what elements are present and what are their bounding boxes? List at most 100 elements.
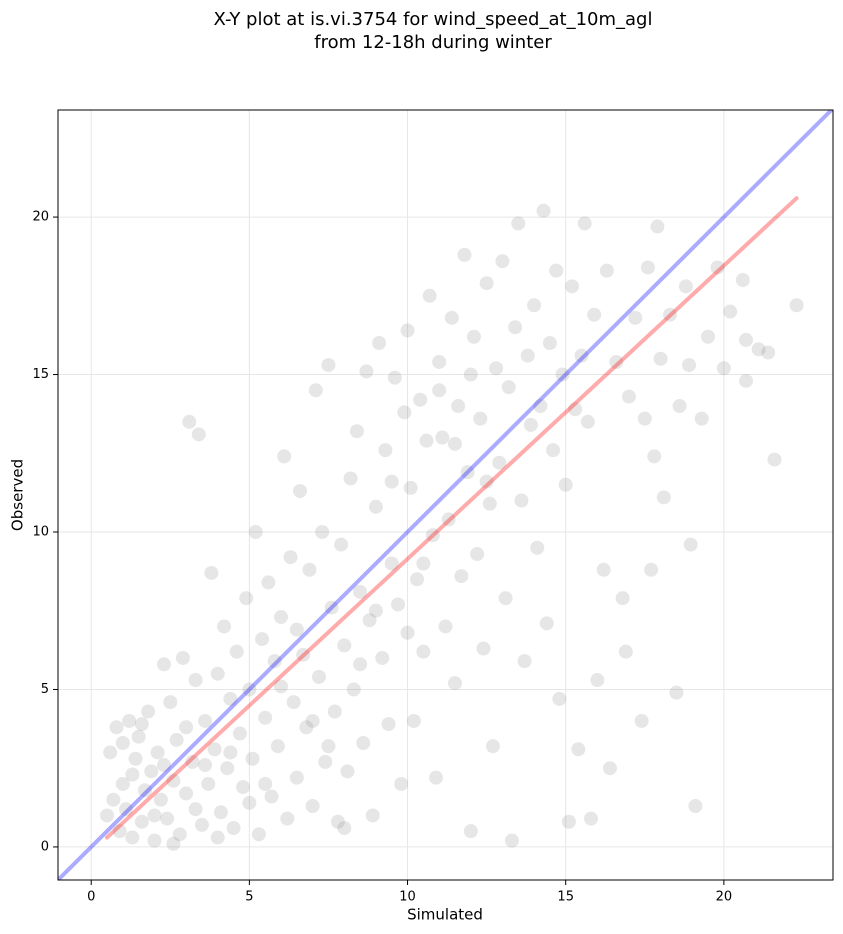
point <box>372 336 387 351</box>
chart-title: X-Y plot at is.vi.3754 for wind_speed_at… <box>214 9 653 30</box>
point <box>634 713 649 728</box>
grid <box>58 110 833 880</box>
point <box>210 830 225 845</box>
y-tick-label: 15 <box>32 367 49 382</box>
point <box>520 348 535 363</box>
point <box>599 263 614 278</box>
point <box>447 436 462 451</box>
point <box>274 610 289 625</box>
point <box>384 474 399 489</box>
plot-frame <box>57 109 834 881</box>
chart-title: from 12-18h during winter <box>314 32 552 53</box>
point <box>539 616 554 631</box>
point <box>571 742 586 757</box>
point <box>283 550 298 565</box>
point <box>280 811 295 826</box>
point <box>397 405 412 420</box>
point <box>378 443 393 458</box>
y-tick-label: 0 <box>41 839 49 854</box>
point <box>255 632 270 647</box>
point <box>432 354 447 369</box>
point <box>694 411 709 426</box>
point <box>451 399 466 414</box>
point <box>530 540 545 555</box>
point <box>618 644 633 659</box>
point <box>555 367 570 382</box>
point <box>596 562 611 577</box>
point <box>150 745 165 760</box>
x-tick-label: 20 <box>716 890 733 905</box>
point <box>296 647 311 662</box>
point <box>489 361 504 376</box>
point <box>188 673 203 688</box>
point <box>546 443 561 458</box>
point <box>188 802 203 817</box>
point <box>185 754 200 769</box>
point <box>701 329 716 344</box>
point <box>473 411 488 426</box>
point <box>438 619 453 634</box>
point <box>232 726 247 741</box>
point <box>267 654 282 669</box>
point <box>242 682 257 697</box>
point <box>688 798 703 813</box>
point <box>517 654 532 669</box>
point <box>172 827 187 842</box>
point <box>261 575 276 590</box>
point <box>590 673 605 688</box>
point <box>153 792 168 807</box>
point <box>236 780 251 795</box>
point <box>204 565 219 580</box>
point <box>182 414 197 429</box>
point <box>198 713 213 728</box>
point <box>213 805 228 820</box>
point <box>501 380 516 395</box>
point <box>621 389 636 404</box>
point <box>470 547 485 562</box>
y-tick-label: 20 <box>32 210 49 225</box>
point <box>400 323 415 338</box>
point <box>457 247 472 262</box>
point <box>628 310 643 325</box>
point <box>368 499 383 514</box>
y-axis-label: Observed <box>9 459 27 531</box>
point <box>584 811 599 826</box>
point <box>144 764 159 779</box>
point <box>384 556 399 571</box>
point <box>498 591 513 606</box>
point <box>767 452 782 467</box>
point <box>175 650 190 665</box>
point <box>365 808 380 823</box>
point <box>387 370 402 385</box>
point <box>463 824 478 839</box>
point <box>650 219 665 234</box>
point <box>508 320 523 335</box>
point <box>340 764 355 779</box>
point <box>147 808 162 823</box>
point <box>577 216 592 231</box>
point <box>495 254 510 269</box>
point <box>223 691 238 706</box>
point <box>485 739 500 754</box>
point <box>574 348 589 363</box>
point <box>210 666 225 681</box>
point <box>353 657 368 672</box>
point <box>587 307 602 322</box>
point <box>669 685 684 700</box>
point <box>353 584 368 599</box>
point <box>368 603 383 618</box>
point <box>504 833 519 848</box>
point <box>466 329 481 344</box>
point <box>444 310 459 325</box>
point <box>761 345 776 360</box>
point <box>542 336 557 351</box>
point <box>552 691 567 706</box>
point <box>536 203 551 218</box>
point <box>245 751 260 766</box>
point <box>179 786 194 801</box>
point <box>163 695 178 710</box>
ticks: 0 5 10 15 20 0 5 10 15 20 <box>32 210 732 905</box>
point <box>141 704 156 719</box>
point <box>134 717 149 732</box>
point <box>739 332 754 347</box>
